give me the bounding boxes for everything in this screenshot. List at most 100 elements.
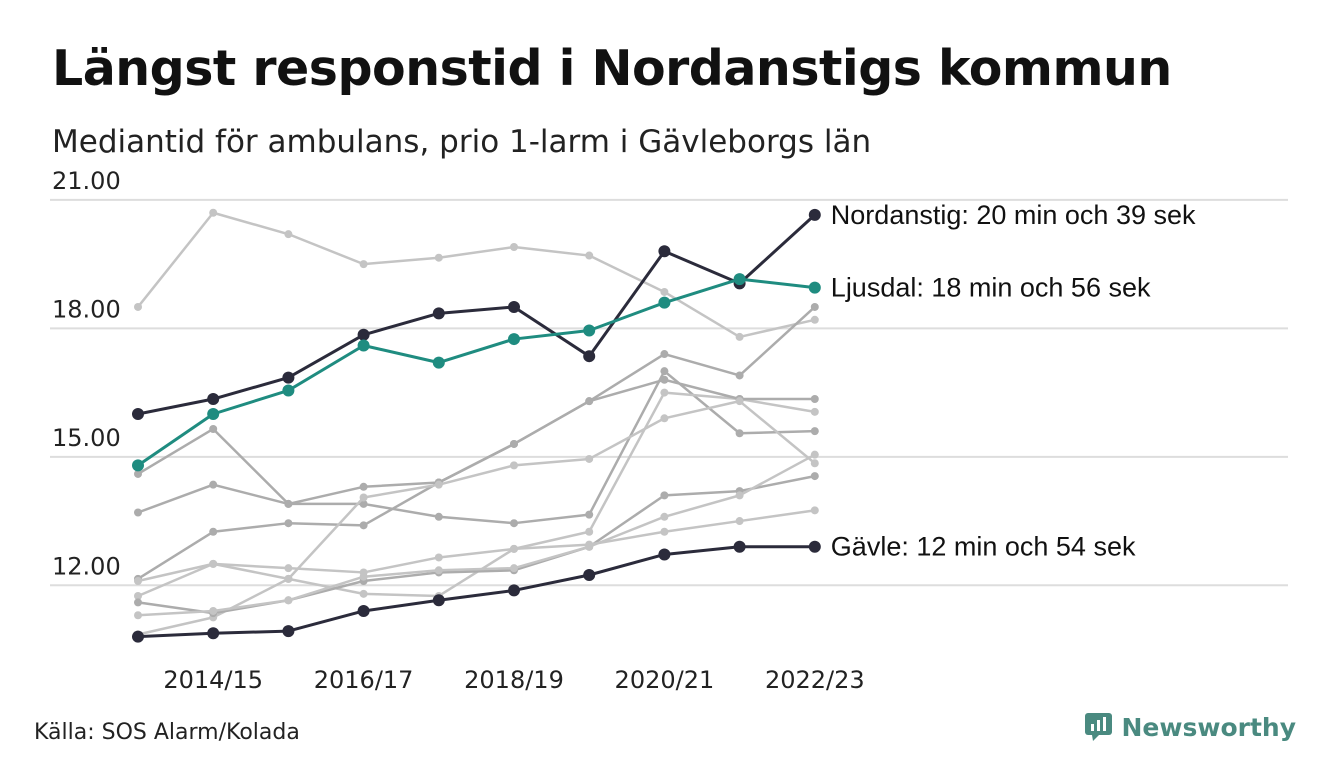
background-data-point <box>359 589 368 598</box>
series-end-label: Gävle: 12 min och 54 sek <box>831 532 1136 562</box>
x-axis-ticks: 2014/15 2016/17 2018/19 2020/21 2022/23 <box>163 666 864 694</box>
background-data-point <box>134 611 142 620</box>
background-series-8 <box>134 450 819 620</box>
background-data-point <box>284 564 293 573</box>
background-data-point <box>810 407 819 416</box>
background-data-point <box>585 542 594 551</box>
background-data-point <box>434 566 443 575</box>
series-labels: Nordanstig: 20 min och 39 sek Ljusdal: 18… <box>831 200 1196 562</box>
background-data-point <box>660 527 669 536</box>
background-data-point <box>209 527 218 536</box>
background-series-line <box>137 211 816 339</box>
series-end-label: Ljusdal: 18 min och 56 sek <box>831 273 1151 303</box>
background-series-line <box>137 369 815 525</box>
background-series-line <box>137 509 815 583</box>
y-tick-label: 12.00 <box>52 552 121 580</box>
highlighted-data-point <box>357 339 370 352</box>
highlighted-data-point <box>357 328 370 341</box>
background-series-4 <box>134 375 819 517</box>
background-data-point <box>660 367 669 376</box>
background-data-point <box>134 302 142 311</box>
highlighted-data-point <box>508 300 520 313</box>
background-data-point <box>810 472 819 481</box>
background-series-line <box>137 306 816 580</box>
background-data-point <box>660 350 669 359</box>
highlighted-data-point <box>207 627 220 640</box>
background-data-point <box>510 439 518 448</box>
background-data-point <box>209 424 218 433</box>
grid-lines <box>50 198 1288 587</box>
background-data-point <box>810 459 819 468</box>
background-data-point <box>209 480 218 489</box>
highlighted-series-line <box>137 545 815 639</box>
highlighted-data-point <box>808 208 821 221</box>
highlighted-series-line <box>137 213 816 416</box>
background-data-point <box>134 591 142 600</box>
background-data-point <box>359 260 368 269</box>
source-note: Källa: SOS Alarm/Kolada <box>34 720 300 745</box>
background-data-point <box>810 302 819 311</box>
newsworthy-logo-icon <box>1084 713 1112 741</box>
y-axis-ticks: 12.00 15.00 18.00 21.00 <box>52 167 121 580</box>
background-data-point <box>660 512 669 521</box>
background-series-0 <box>134 208 819 341</box>
background-data-point <box>209 559 218 568</box>
x-tick-label: 2018/19 <box>464 666 564 694</box>
background-data-point <box>284 519 293 528</box>
background-data-point <box>810 506 819 515</box>
background-data-point <box>735 491 744 500</box>
background-data-point <box>134 598 142 607</box>
highlighted-series-2 <box>132 540 821 643</box>
background-data-point <box>810 315 819 324</box>
highlighted-data-point <box>583 324 596 337</box>
highlighted-data-point <box>733 273 746 286</box>
x-tick-label: 2022/23 <box>765 666 865 694</box>
highlighted-data-point <box>207 393 220 406</box>
background-data-point <box>510 242 518 251</box>
background-data-point <box>434 253 443 262</box>
background-data-point <box>284 230 293 239</box>
background-data-point <box>735 332 744 341</box>
x-tick-label: 2020/21 <box>615 666 715 694</box>
y-tick-label: 21.00 <box>52 167 121 195</box>
background-data-point <box>810 450 819 459</box>
background-data-point <box>735 429 744 438</box>
background-series-line <box>137 474 816 615</box>
background-series-5 <box>134 397 819 639</box>
background-data-point <box>735 371 744 380</box>
background-data-point <box>284 499 293 508</box>
background-data-point <box>434 512 443 521</box>
highlighted-series-line <box>137 277 815 467</box>
background-data-point <box>134 508 142 517</box>
background-data-point <box>359 572 368 581</box>
background-data-point <box>284 596 293 605</box>
highlighted-data-point <box>658 296 671 309</box>
highlighted-data-point <box>508 584 520 597</box>
highlighted-data-point <box>357 604 370 617</box>
y-tick-label: 15.00 <box>52 424 121 452</box>
background-data-point <box>660 287 669 296</box>
background-data-point <box>585 510 594 519</box>
background-data-point <box>434 480 443 489</box>
background-series-1 <box>134 302 819 583</box>
highlighted-data-point <box>282 384 295 397</box>
background-data-point <box>585 454 594 463</box>
highlighted-data-point <box>432 307 445 320</box>
brand[interactable]: Newsworthy <box>1084 712 1296 742</box>
background-data-point <box>359 499 368 508</box>
series-end-label: Nordanstig: 20 min och 39 sek <box>831 200 1196 230</box>
highlighted-data-point <box>583 569 596 582</box>
highlighted-data-point <box>132 630 144 643</box>
highlighted-data-point <box>282 625 295 638</box>
background-data-point <box>585 397 594 406</box>
highlighted-data-point <box>733 540 746 553</box>
background-data-point <box>585 251 594 260</box>
background-data-point <box>660 375 669 384</box>
x-tick-label: 2016/17 <box>314 666 414 694</box>
chart-subtitle: Mediantid för ambulans, prio 1-larm i Gä… <box>52 124 872 160</box>
highlighted-data-point <box>658 548 671 561</box>
highlighted-data-point <box>808 540 821 553</box>
background-data-point <box>735 517 744 526</box>
background-data-point <box>660 388 669 397</box>
background-data-point <box>510 544 518 553</box>
